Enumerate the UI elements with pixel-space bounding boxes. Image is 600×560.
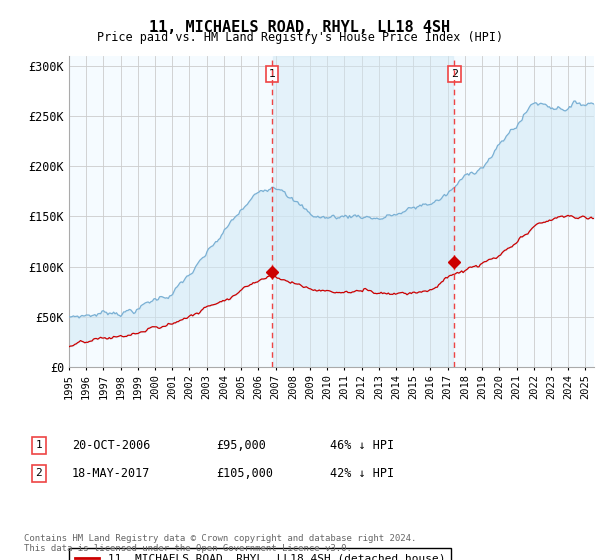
- Text: 42% ↓ HPI: 42% ↓ HPI: [330, 466, 394, 480]
- Text: Price paid vs. HM Land Registry's House Price Index (HPI): Price paid vs. HM Land Registry's House …: [97, 31, 503, 44]
- Text: 20-OCT-2006: 20-OCT-2006: [72, 438, 151, 452]
- Text: 1: 1: [269, 69, 275, 79]
- Text: Contains HM Land Registry data © Crown copyright and database right 2024.
This d: Contains HM Land Registry data © Crown c…: [24, 534, 416, 553]
- Legend: 11, MICHAELS ROAD, RHYL, LL18 4SH (detached house), HPI: Average price, detached: 11, MICHAELS ROAD, RHYL, LL18 4SH (detac…: [70, 548, 451, 560]
- Text: 11, MICHAELS ROAD, RHYL, LL18 4SH: 11, MICHAELS ROAD, RHYL, LL18 4SH: [149, 20, 451, 35]
- Text: 46% ↓ HPI: 46% ↓ HPI: [330, 438, 394, 452]
- Text: 1: 1: [35, 440, 43, 450]
- Text: £105,000: £105,000: [216, 466, 273, 480]
- Text: £95,000: £95,000: [216, 438, 266, 452]
- Text: 2: 2: [451, 69, 458, 79]
- Text: 2: 2: [35, 468, 43, 478]
- Text: 18-MAY-2017: 18-MAY-2017: [72, 466, 151, 480]
